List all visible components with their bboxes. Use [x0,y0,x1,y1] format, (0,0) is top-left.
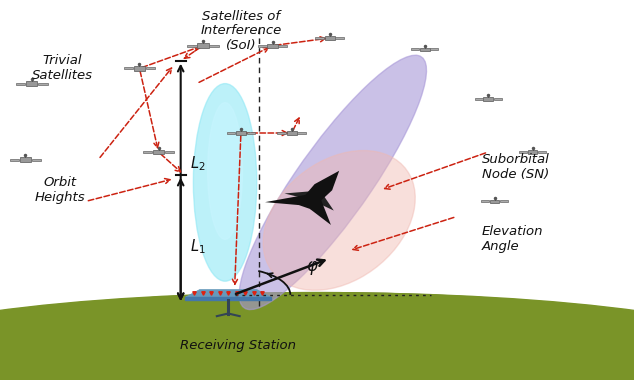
Polygon shape [310,200,331,225]
Polygon shape [265,195,307,205]
Text: $L_1$: $L_1$ [190,238,205,256]
Bar [335,37,344,39]
Polygon shape [297,171,339,209]
Text: $L_2$: $L_2$ [190,154,205,173]
Text: Elevation
Angle: Elevation Angle [482,225,543,253]
Bar [475,98,483,100]
FancyBboxPatch shape [420,48,430,51]
Ellipse shape [263,150,415,290]
Text: Receiving Station: Receiving Station [180,339,295,352]
Bar [38,82,48,85]
FancyBboxPatch shape [483,97,493,101]
FancyBboxPatch shape [527,150,538,154]
Polygon shape [316,190,333,211]
Bar [519,151,527,153]
Bar [278,44,287,47]
FancyBboxPatch shape [268,44,278,48]
Polygon shape [185,297,271,300]
Text: Orbit
Heights: Orbit Heights [35,176,86,204]
Bar [143,151,152,153]
Bar [227,132,235,134]
Ellipse shape [193,84,257,281]
Bar [32,158,41,161]
Text: Trivial
Satellites: Trivial Satellites [32,54,93,82]
FancyBboxPatch shape [197,43,209,48]
Bar [297,132,306,134]
Polygon shape [185,290,271,297]
FancyBboxPatch shape [26,81,37,86]
Bar [10,158,19,161]
Ellipse shape [0,293,634,380]
Bar [411,49,420,50]
Text: $\varphi$: $\varphi$ [306,259,318,277]
FancyBboxPatch shape [287,131,297,135]
Text: Satellites of
Interference
(SoI): Satellites of Interference (SoI) [200,10,281,52]
FancyBboxPatch shape [153,150,164,154]
Text: Suborbital
Node (SN): Suborbital Node (SN) [482,153,550,181]
FancyBboxPatch shape [20,157,31,162]
Bar [247,132,255,134]
Bar [481,201,489,202]
Ellipse shape [207,103,242,239]
FancyBboxPatch shape [325,36,335,40]
Ellipse shape [0,293,634,380]
Bar [316,37,324,39]
Bar [258,44,267,47]
Bar [165,151,174,153]
Bar [124,67,133,70]
Bar [500,201,508,202]
Polygon shape [285,190,320,198]
Bar [209,44,219,47]
Bar [187,44,197,47]
FancyBboxPatch shape [489,200,500,203]
Bar [493,98,501,100]
Bar [430,49,438,50]
Bar [146,67,155,70]
Bar [538,151,546,153]
FancyBboxPatch shape [236,131,246,135]
Bar [278,132,286,134]
Ellipse shape [239,55,427,310]
FancyBboxPatch shape [134,66,145,71]
Bar [16,82,25,85]
